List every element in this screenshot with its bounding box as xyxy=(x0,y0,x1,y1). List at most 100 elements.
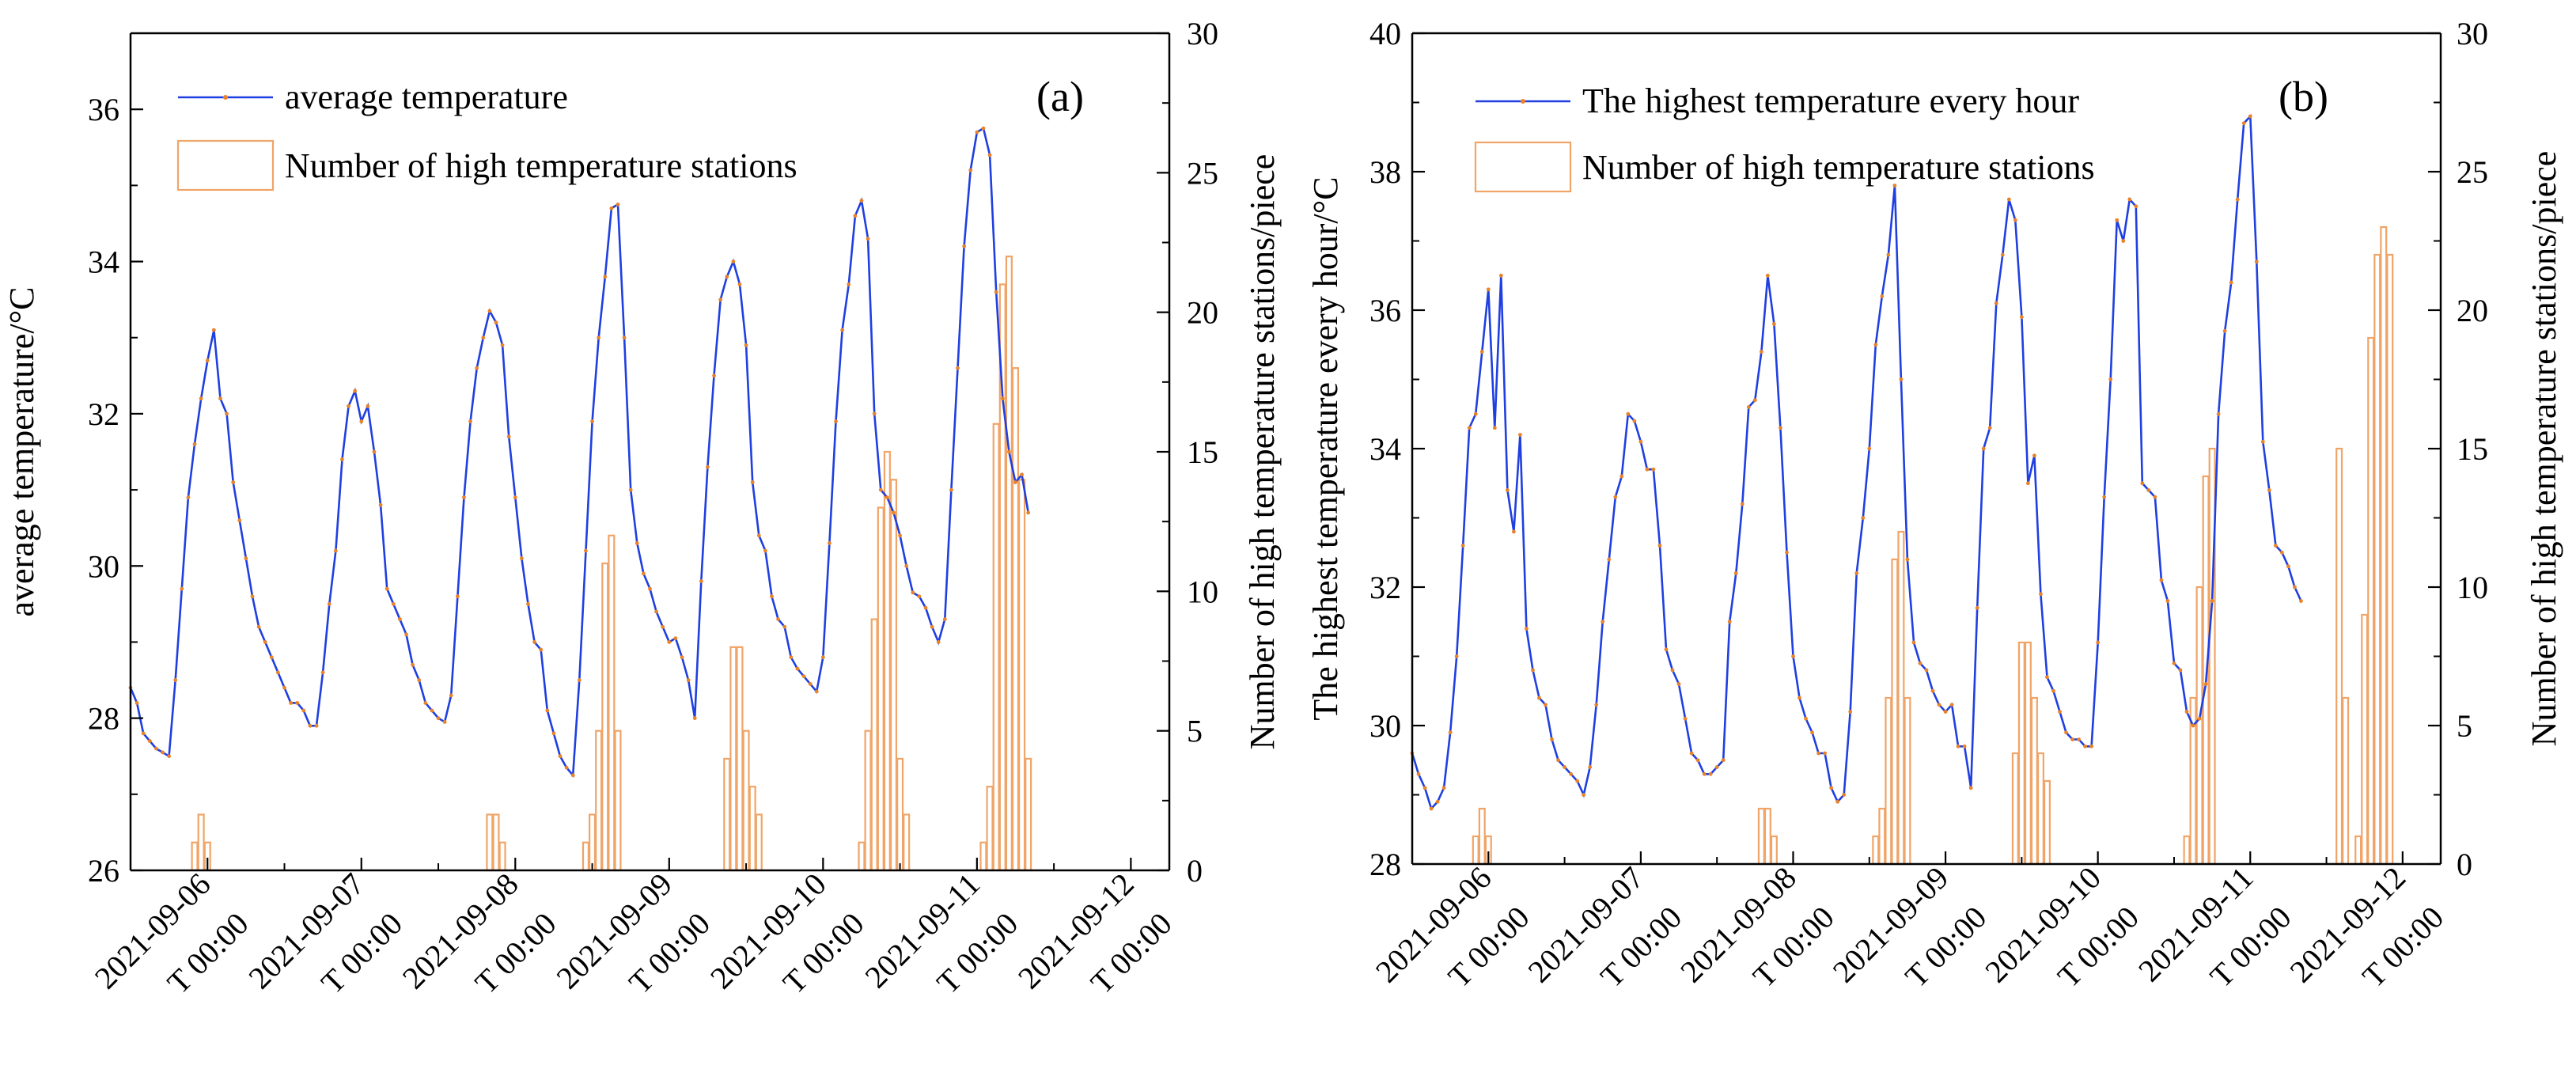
line-point xyxy=(1006,449,1011,454)
line-point xyxy=(878,487,883,492)
line-point xyxy=(2102,495,2107,499)
line-point xyxy=(2229,280,2233,285)
bar-mark xyxy=(1472,835,1479,866)
right-tick-label: 5 xyxy=(1187,714,1203,749)
line-point xyxy=(570,773,575,778)
line-point xyxy=(840,328,845,332)
line-point xyxy=(134,701,139,705)
bar-mark xyxy=(2335,447,2343,866)
line-point xyxy=(1930,688,1935,693)
line-point xyxy=(314,723,319,728)
line-point xyxy=(455,594,460,599)
line-point xyxy=(801,674,806,679)
line-point xyxy=(1429,806,1434,811)
right-tick-label: 10 xyxy=(1187,574,1218,609)
line-point xyxy=(2146,488,2151,492)
line-point xyxy=(2006,197,2011,202)
line-point xyxy=(391,601,396,606)
bar-mark xyxy=(581,841,589,872)
line-point xyxy=(2159,578,2164,582)
bar-mark xyxy=(729,646,737,872)
line-point xyxy=(1994,301,1998,305)
line-point xyxy=(211,328,216,332)
line-point xyxy=(1632,419,1637,423)
bar-mark xyxy=(1025,757,1032,872)
line-point xyxy=(173,678,178,682)
line-point xyxy=(808,681,813,686)
line-point xyxy=(1645,467,1650,472)
line-point xyxy=(1511,529,1516,534)
line-point xyxy=(1708,771,1713,776)
bar-mark xyxy=(2183,835,2191,866)
line-point xyxy=(597,335,601,340)
line-point xyxy=(834,419,838,423)
line-point xyxy=(2000,252,2005,257)
line-point xyxy=(1505,488,1510,492)
line-point xyxy=(2039,592,2043,597)
line-point xyxy=(327,601,331,606)
line-point xyxy=(430,708,434,713)
bar-mark xyxy=(1478,807,1486,866)
line-point xyxy=(680,655,684,660)
line-point xyxy=(820,655,825,660)
y-axis-label-right: Number of high temperature stations/piec… xyxy=(1243,154,1282,750)
line-point xyxy=(1835,799,1840,804)
line-point xyxy=(898,533,902,538)
line-point xyxy=(340,457,344,462)
line-point xyxy=(1721,758,1726,763)
line-point xyxy=(532,640,537,644)
line-point xyxy=(1892,184,1897,188)
bar-mark xyxy=(191,841,199,872)
bar-mark xyxy=(889,479,898,872)
line-point xyxy=(956,366,960,370)
line-point xyxy=(1441,786,1446,790)
y-axis-label-right: Number of high temperature stations/piec… xyxy=(2525,151,2563,747)
line-point xyxy=(1702,771,1707,776)
y-axis-label-left: average temperature/°C xyxy=(2,286,41,616)
line-point xyxy=(648,586,652,591)
line-point xyxy=(2178,668,2183,673)
line-point xyxy=(385,586,389,591)
right-tick-label: 10 xyxy=(2457,570,2488,605)
line-point xyxy=(186,495,191,500)
right-tick-label: 0 xyxy=(1187,853,1203,889)
line-point xyxy=(1657,544,1662,548)
line-point xyxy=(2089,744,2094,749)
bar-mark xyxy=(2386,253,2394,866)
line-point xyxy=(1435,799,1440,804)
line-point xyxy=(917,594,922,599)
legend-bar-label: Number of high temperature stations xyxy=(285,146,797,185)
line-point xyxy=(987,153,992,157)
line-point xyxy=(2286,564,2290,569)
line-point xyxy=(199,396,203,401)
line-point xyxy=(1810,730,1814,735)
line-point xyxy=(1949,703,1954,707)
line-point xyxy=(1804,716,1808,721)
line-point xyxy=(1689,751,1694,756)
bar-mark xyxy=(1872,835,1880,866)
left-tick-label: 28 xyxy=(1369,847,1401,882)
line-point xyxy=(1607,557,1612,562)
line-point xyxy=(539,647,544,652)
bar-mark xyxy=(1770,835,1778,866)
line-point xyxy=(789,655,794,660)
line-point xyxy=(782,624,787,629)
line-point xyxy=(2279,550,2284,555)
bar-mark xyxy=(864,730,872,872)
line-point xyxy=(2210,599,2214,603)
line-point xyxy=(436,716,441,721)
bar-mark xyxy=(2367,336,2375,866)
line-point xyxy=(756,533,761,538)
line-point xyxy=(347,404,350,408)
panel-label: (b) xyxy=(2279,73,2328,120)
bar-mark xyxy=(2011,752,2019,866)
bar-mark xyxy=(858,841,866,872)
left-tick-label: 36 xyxy=(88,92,119,127)
line-point xyxy=(1626,411,1631,416)
line-point xyxy=(506,434,511,439)
left-tick-label: 34 xyxy=(88,244,119,280)
line-point xyxy=(686,678,691,682)
bar-mark xyxy=(723,757,731,872)
line-point xyxy=(2254,260,2259,264)
